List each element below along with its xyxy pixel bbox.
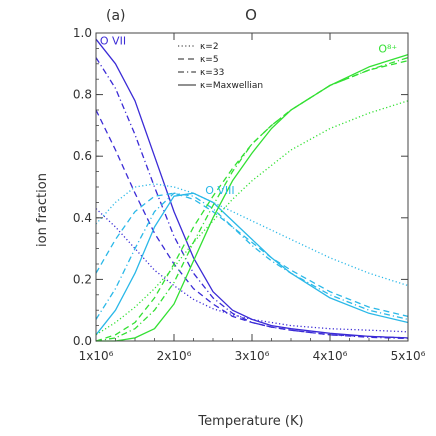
y-tick-label: 0.0 — [73, 334, 92, 348]
legend-label: κ=5 — [200, 55, 219, 65]
x-axis-title: Temperature (K) — [197, 414, 303, 429]
series-line — [95, 192, 409, 336]
y-tick-label: 0.8 — [73, 88, 92, 102]
axes-layer: 1x10⁶ 2x10⁶ 3x10⁶ 4x10⁶ 5x10⁶ 0.0 0.2 0.4 0.6 0.8… — [73, 26, 426, 363]
series-line — [95, 38, 409, 339]
ion-label: O⁸⁺ — [378, 42, 397, 55]
series-line — [95, 192, 409, 321]
x-tick-label: 4x10⁶ — [313, 349, 348, 363]
legend-label: κ=33 — [200, 68, 224, 78]
series-line — [95, 192, 409, 318]
series-layer: O VII O VIII O⁸⁺ — [95, 35, 409, 342]
y-tick-label: 1.0 — [73, 26, 92, 40]
series-line — [96, 53, 409, 342]
series-line — [95, 56, 409, 342]
series-line — [95, 100, 409, 336]
series-line — [95, 109, 409, 339]
y-tick-label: 0.6 — [73, 149, 92, 163]
panel-label: (a) — [106, 8, 126, 24]
x-tick-label: 2x10⁶ — [157, 349, 192, 363]
chart-title: O — [245, 6, 257, 24]
series-line — [95, 57, 409, 340]
legend-label: κ=2 — [200, 42, 219, 52]
y-tick-label: 0.2 — [73, 272, 92, 286]
ion-label: O VIII — [205, 184, 234, 197]
y-axis-title: ion fraction — [35, 173, 50, 247]
series-line — [95, 60, 409, 342]
ion-label: O VII — [100, 35, 126, 48]
legend: κ=2 κ=5 κ=33 κ=Maxwellian — [178, 42, 263, 91]
x-tick-label: 5x10⁶ — [391, 349, 426, 363]
legend-label: κ=Maxwellian — [200, 81, 263, 91]
plot-frame — [95, 32, 409, 342]
x-tick-label: 1x10⁶ — [79, 349, 114, 363]
x-tick-label: 3x10⁶ — [235, 349, 270, 363]
y-tick-label: 0.4 — [73, 211, 92, 225]
